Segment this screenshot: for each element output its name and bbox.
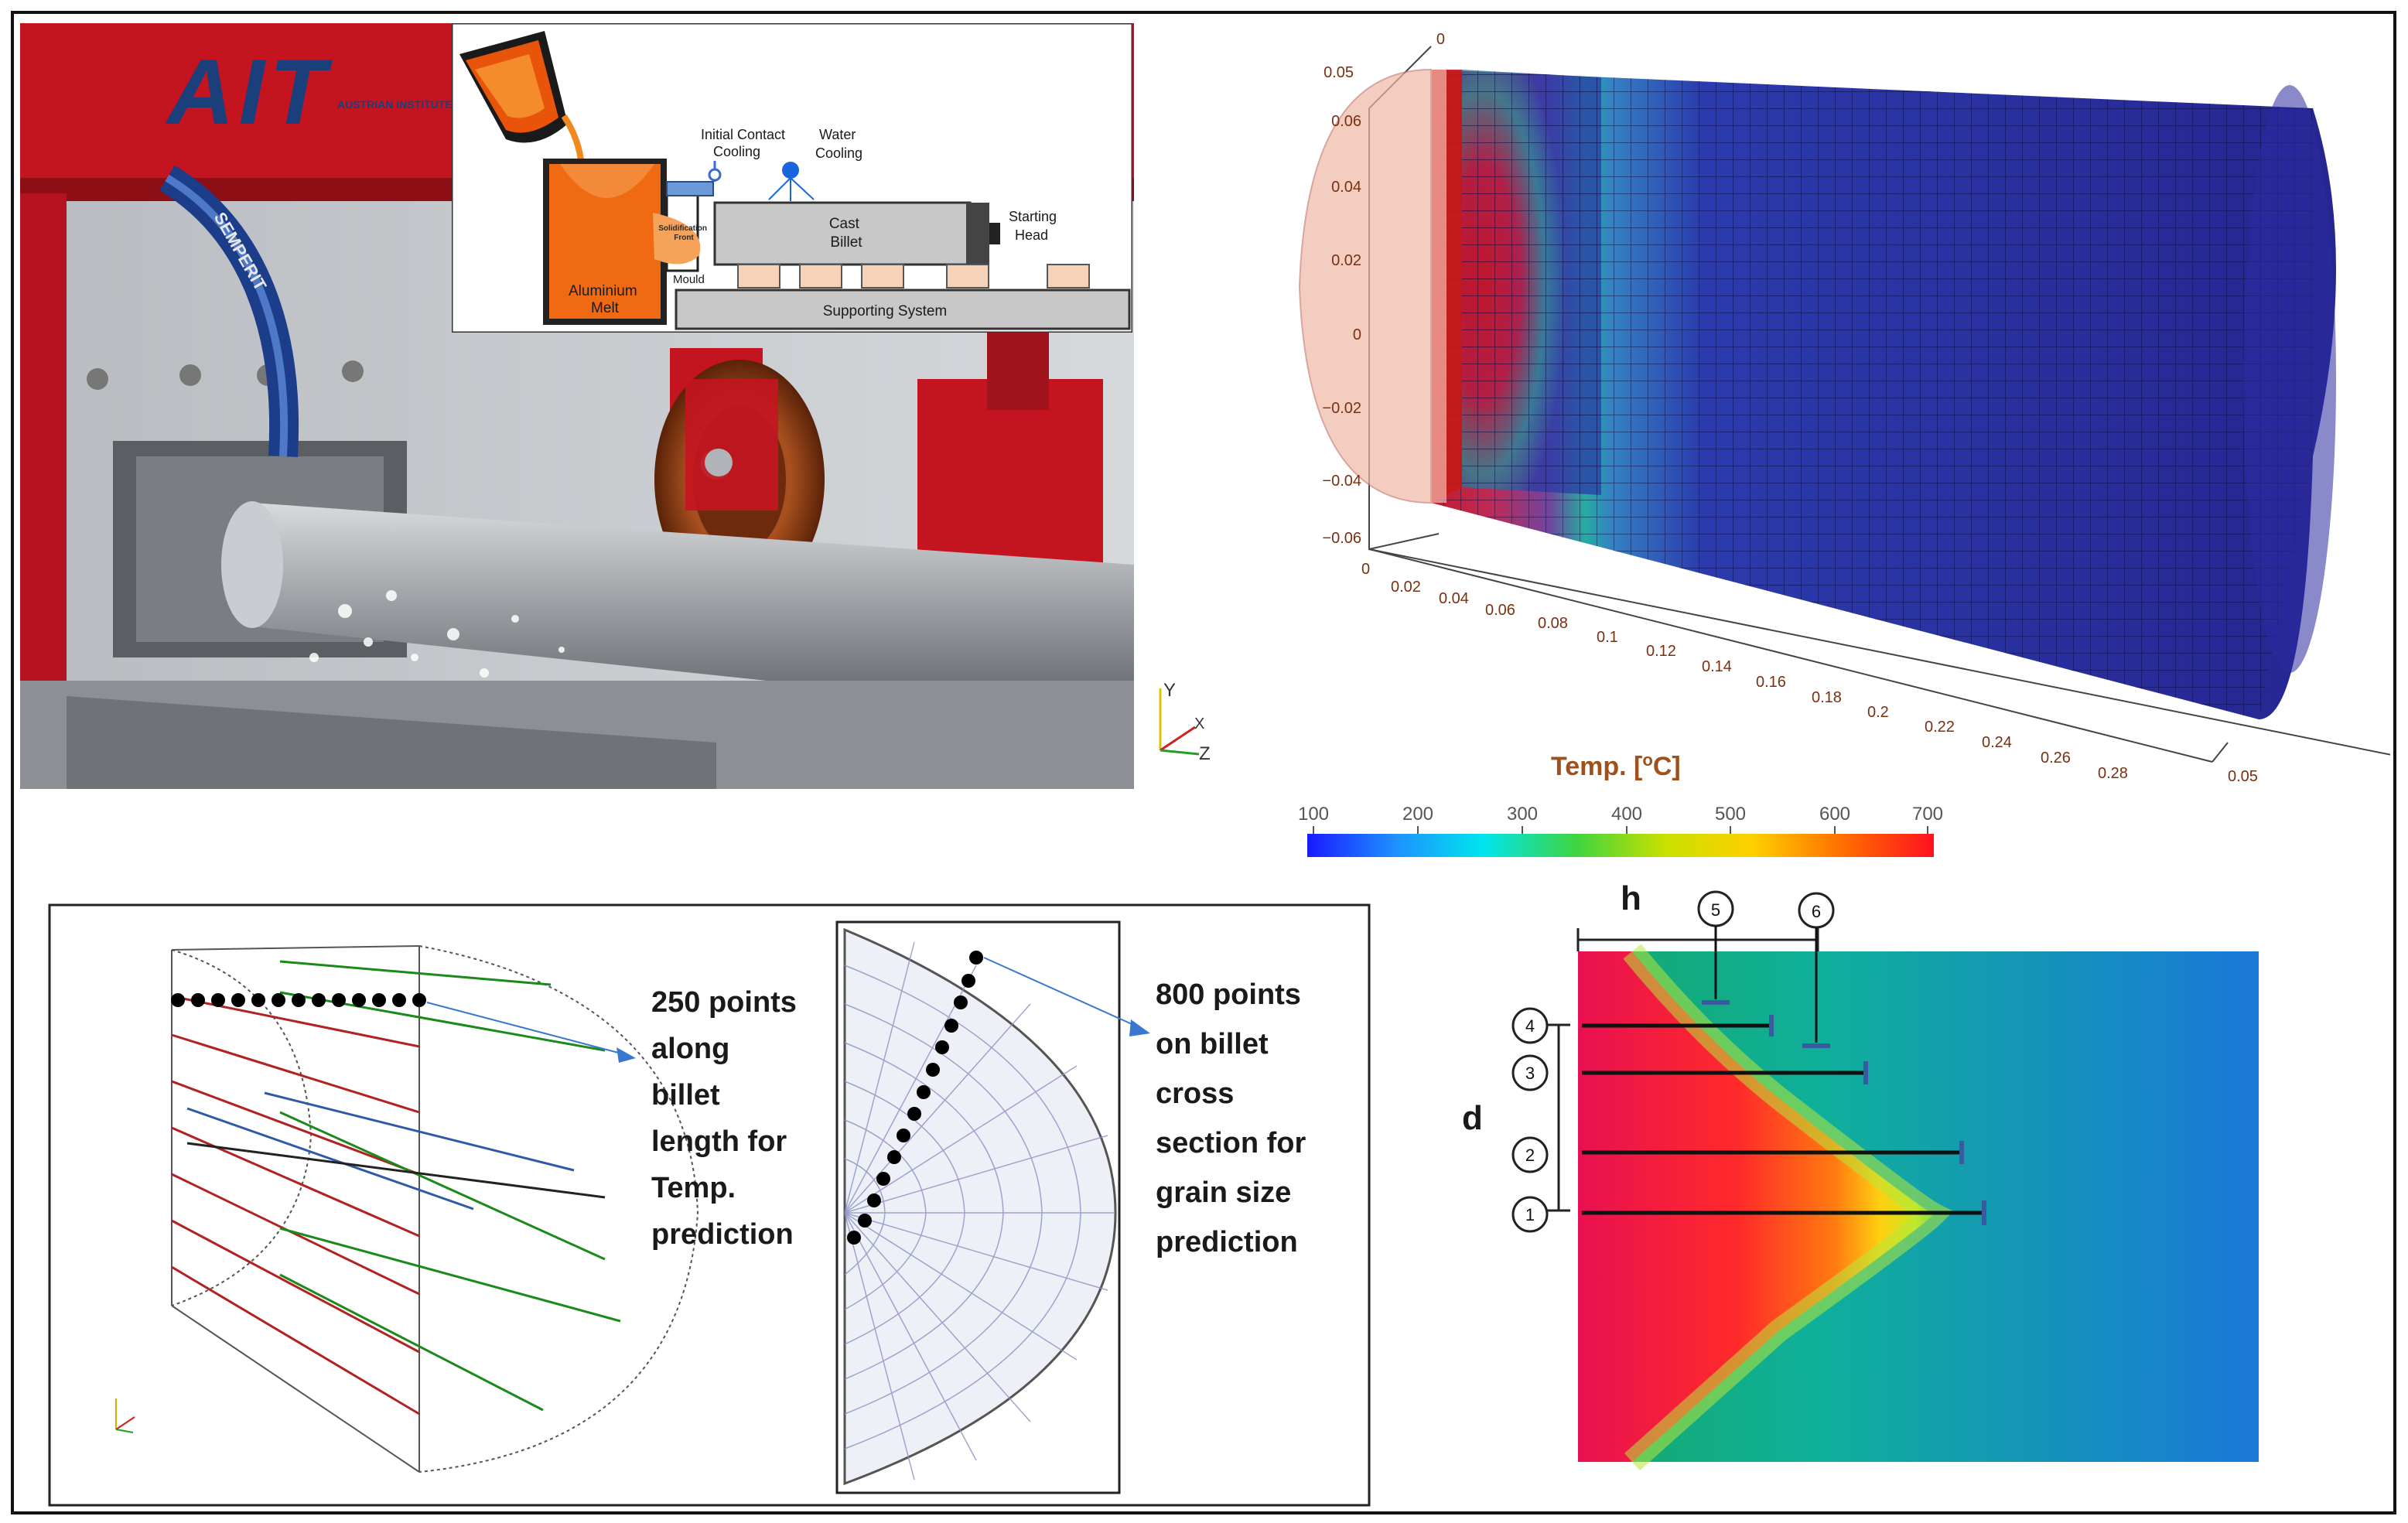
svg-text:0: 0 <box>1353 326 1361 343</box>
svg-text:4: 4 <box>1525 1016 1535 1036</box>
svg-text:400: 400 <box>1611 804 1642 825</box>
svg-text:X: X <box>1194 715 1204 732</box>
marker-5: 5 <box>1697 890 1734 1005</box>
water-nozzle-icon <box>782 162 799 179</box>
svg-text:0.26: 0.26 <box>2041 750 2071 767</box>
svg-text:0.08: 0.08 <box>1538 615 1568 632</box>
svg-text:6: 6 <box>1812 902 1821 921</box>
mould-label: Mould <box>673 273 705 286</box>
y-axis-ticks: 0.06 0.04 0.02 0 −0.02 −0.04 −0.06 <box>1322 113 1361 547</box>
svg-text:0.14: 0.14 <box>1702 658 1732 675</box>
temperature-lines <box>171 960 621 1415</box>
svg-text:500: 500 <box>1715 804 1746 825</box>
svg-text:0.04: 0.04 <box>1331 179 1361 196</box>
svg-text:0.24: 0.24 <box>1982 734 2012 751</box>
length-points <box>171 993 426 1007</box>
casting-machine-photo: SEMPERIT AIT AUSTRIAN INSTITUTE OF TECHN… <box>20 23 1134 789</box>
solidification-contour: h d 5 6 4 3 2 1 <box>1462 879 2259 1471</box>
small-axis-triad-icon <box>115 1398 135 1433</box>
solidification-front-label: Solidification Front <box>658 224 709 242</box>
initial-contact-cooling-label: Initial Contact Cooling <box>701 127 789 159</box>
x-bottom-tick: 0.05 <box>2228 768 2258 785</box>
svg-text:700: 700 <box>1912 804 1943 825</box>
h-label: h <box>1621 879 1641 917</box>
sampling-points-panel: 250 points along billet length for Temp.… <box>48 903 1371 1507</box>
svg-text:0.02: 0.02 <box>1391 579 1421 596</box>
svg-text:0.28: 0.28 <box>2098 765 2128 782</box>
svg-text:0.06: 0.06 <box>1485 602 1515 619</box>
svg-text:0.02: 0.02 <box>1331 252 1361 269</box>
svg-text:5: 5 <box>1711 900 1720 920</box>
svg-text:1: 1 <box>1525 1205 1535 1224</box>
svg-text:0.1: 0.1 <box>1597 629 1618 646</box>
ladle-icon <box>459 31 568 143</box>
svg-text:600: 600 <box>1819 804 1850 825</box>
svg-text:0.18: 0.18 <box>1812 689 1842 706</box>
axis-triad-icon: Y X Z <box>1159 680 1211 764</box>
starting-head-label: Starting Head <box>1009 209 1061 243</box>
svg-text:0.12: 0.12 <box>1646 643 1676 660</box>
marker-2: 2 <box>1511 1136 1964 1173</box>
svg-text:2: 2 <box>1525 1146 1535 1165</box>
marker-4: 4 <box>1511 1007 1774 1044</box>
billet-temperature-mesh: 0.06 0.04 0.02 0 −0.02 −0.04 −0.06 0.05 … <box>1159 31 2390 785</box>
figure-frame <box>11 11 2396 1514</box>
svg-text:Z: Z <box>1199 743 1211 764</box>
svg-text:−0.02: −0.02 <box>1322 400 1361 417</box>
svg-text:300: 300 <box>1507 804 1538 825</box>
svg-text:100: 100 <box>1298 804 1329 825</box>
d-label: d <box>1462 1099 1483 1137</box>
svg-text:0.16: 0.16 <box>1756 674 1786 691</box>
marker-6: 6 <box>1798 892 1835 1048</box>
cross-section-points <box>847 951 983 1245</box>
svg-text:0.04: 0.04 <box>1439 590 1469 607</box>
label-250-points: 250 points along billet length for Temp.… <box>651 986 805 1251</box>
colorbar-ticks: 100 200 300 400 500 600 700 <box>1298 804 1943 825</box>
x-top-tick-1: 0.05 <box>1324 64 1354 81</box>
label-800-points: 800 points on billet cross section for g… <box>1156 978 1314 1258</box>
water-cooling-label: Water Cooling <box>815 127 862 161</box>
svg-text:3: 3 <box>1525 1064 1535 1083</box>
cast-billet-label: Cast Billet <box>829 216 863 251</box>
svg-text:−0.06: −0.06 <box>1322 530 1361 547</box>
svg-text:−0.04: −0.04 <box>1322 473 1361 490</box>
ait-logo: AIT <box>165 40 333 144</box>
svg-text:0.06: 0.06 <box>1331 113 1361 130</box>
colorbar-title: Temp. [oC] <box>1551 750 1681 781</box>
z-axis-ticks: 0 0.02 0.04 0.06 0.08 0.1 0.12 0.14 0.16… <box>1361 561 2128 782</box>
temperature-colorbar: Temp. [oC] 100 200 300 400 500 600 700 <box>1298 750 1943 857</box>
process-schematic: Aluminium Melt Solidification Front Moul… <box>452 23 1132 333</box>
aluminium-melt-label: Aluminium Melt <box>569 283 641 316</box>
svg-text:0.22: 0.22 <box>1925 719 1955 736</box>
marker-1: 1 <box>1511 1196 1986 1233</box>
supporting-system-label: Supporting System <box>823 303 948 319</box>
svg-text:0: 0 <box>1361 561 1370 578</box>
marker-3: 3 <box>1511 1054 1868 1091</box>
x-top-tick-2: 0 <box>1436 31 1445 48</box>
svg-text:200: 200 <box>1402 804 1433 825</box>
svg-text:Y: Y <box>1163 680 1176 701</box>
svg-text:0.2: 0.2 <box>1867 704 1889 721</box>
